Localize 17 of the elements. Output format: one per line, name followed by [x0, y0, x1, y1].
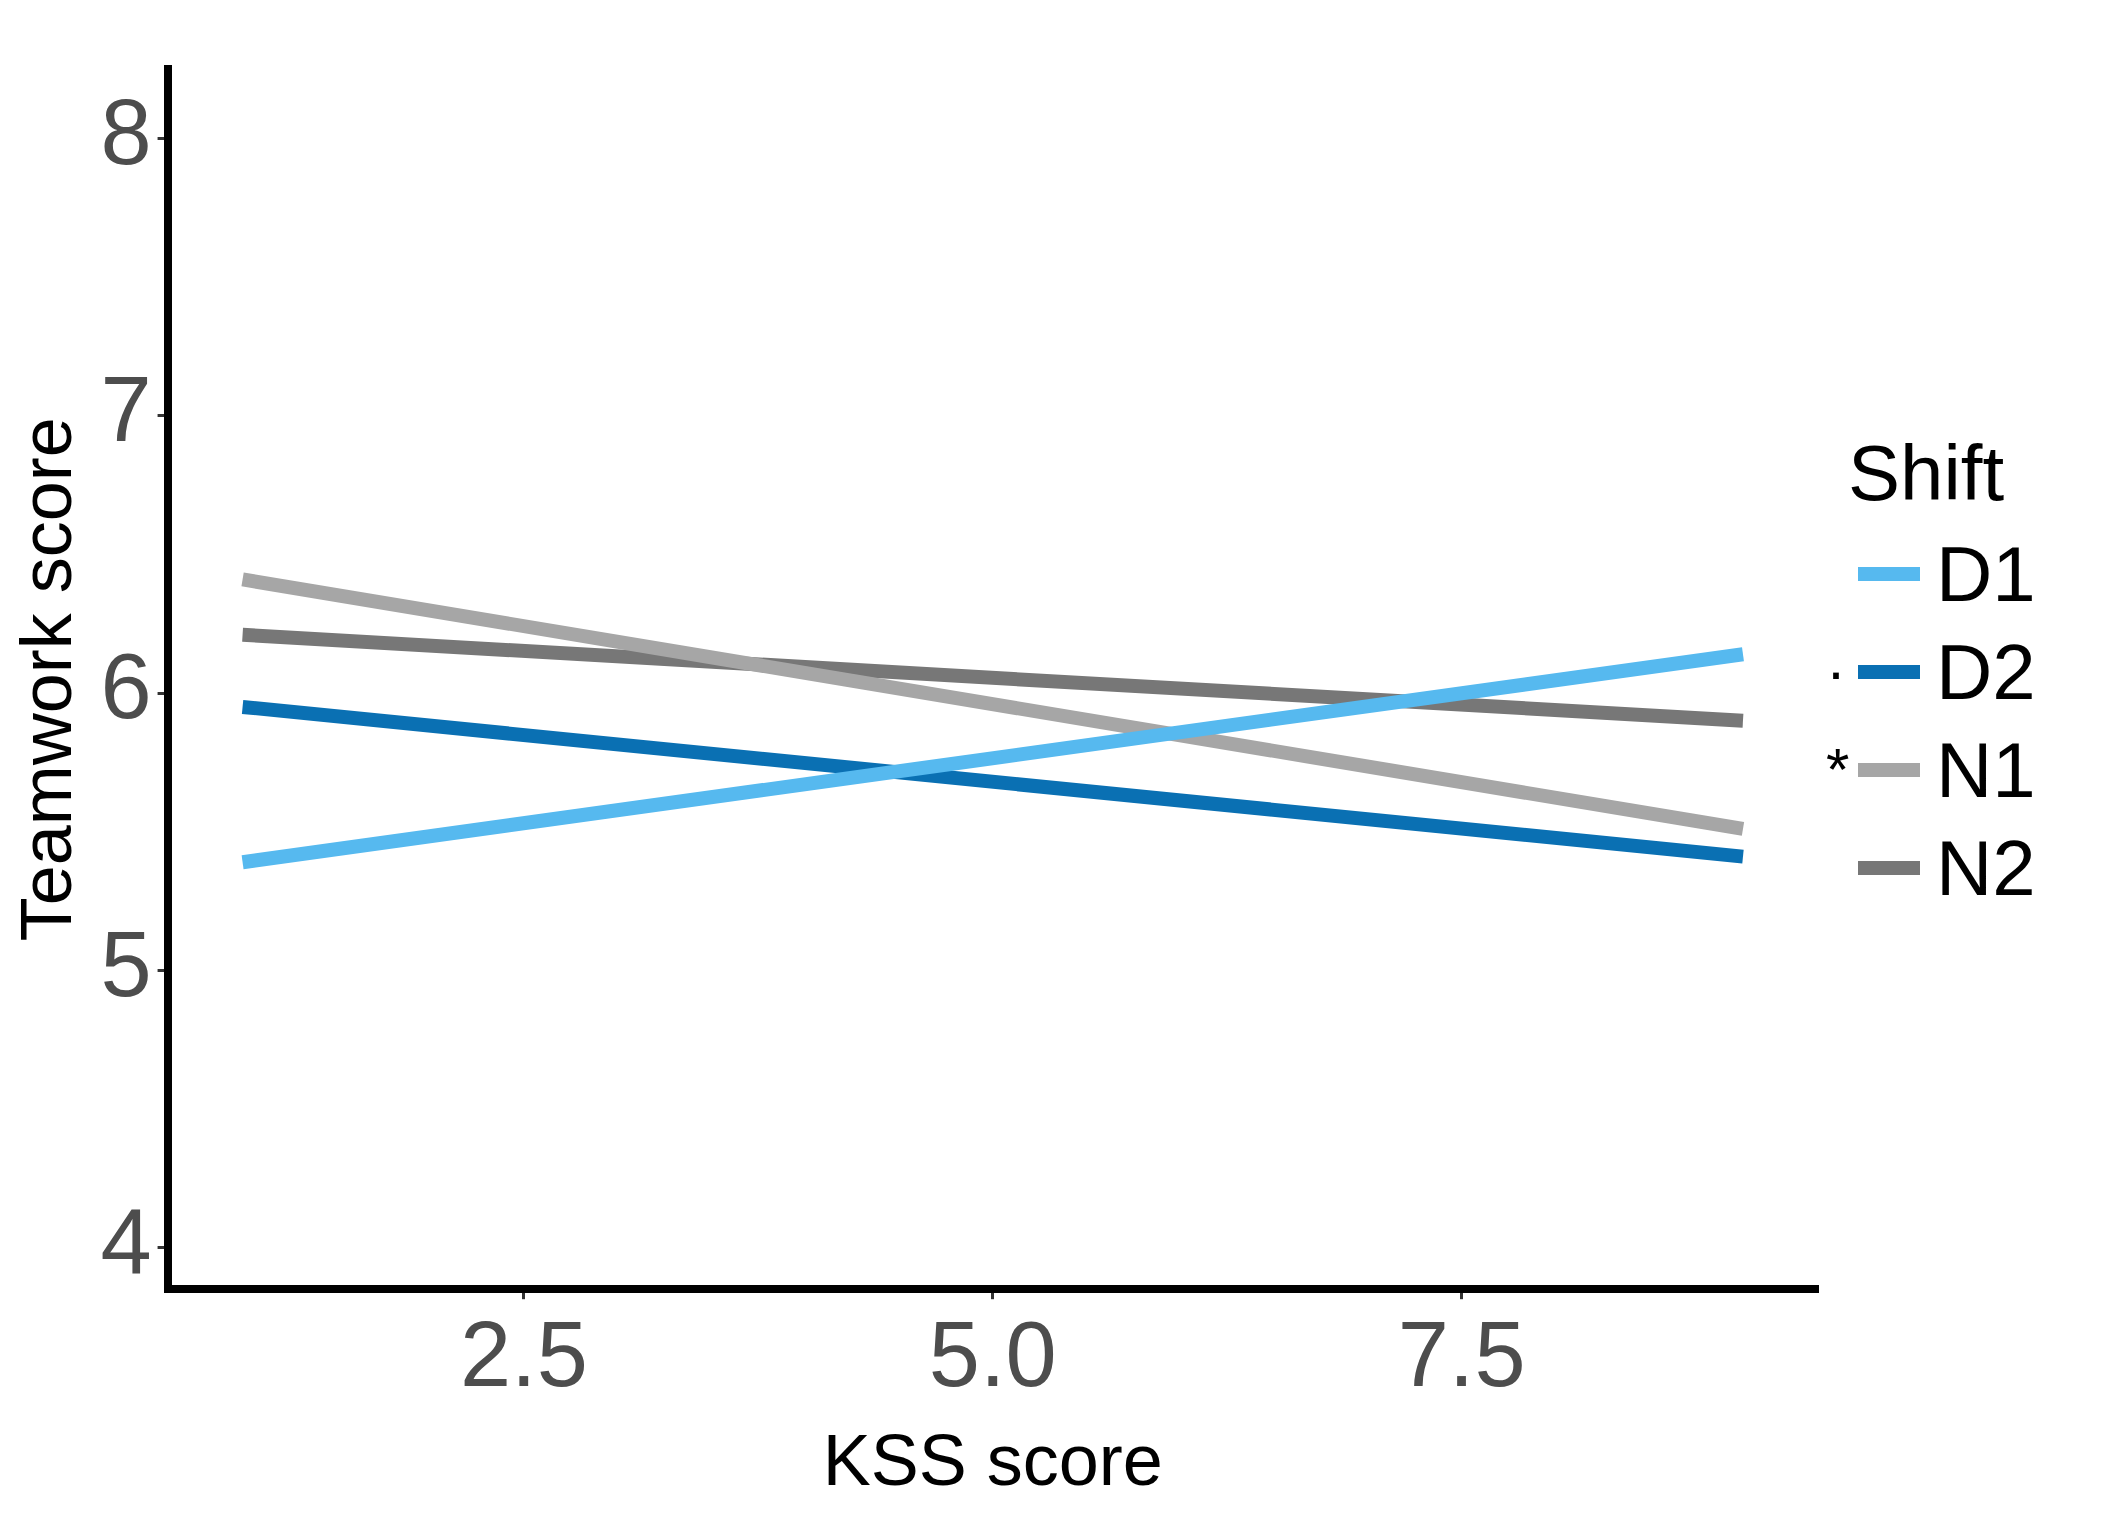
- text: *: [1826, 736, 1850, 803]
- y-tick-label: 6: [100, 635, 152, 738]
- legend-label: D2: [1936, 626, 2036, 718]
- y-tick-label: 4: [100, 1189, 152, 1292]
- text: ·: [1826, 638, 1846, 705]
- x-tick-label: 7.5: [1397, 1302, 1526, 1405]
- legend-label: N2: [1936, 822, 2036, 914]
- y-axis-title: Teamwork score: [6, 417, 87, 942]
- legend-label: D1: [1936, 528, 2036, 620]
- y-tick-label: 8: [100, 80, 152, 183]
- x-tick-label: 5.0: [928, 1302, 1057, 1405]
- y-tick-label: 5: [100, 912, 152, 1015]
- y-tick-label: 7: [100, 358, 152, 461]
- legend-title: Shift: [1848, 428, 2006, 519]
- legend-label: N1: [1936, 724, 2036, 816]
- x-tick-label: 2.5: [459, 1302, 588, 1405]
- x-axis-title: KSS score: [822, 1419, 1163, 1500]
